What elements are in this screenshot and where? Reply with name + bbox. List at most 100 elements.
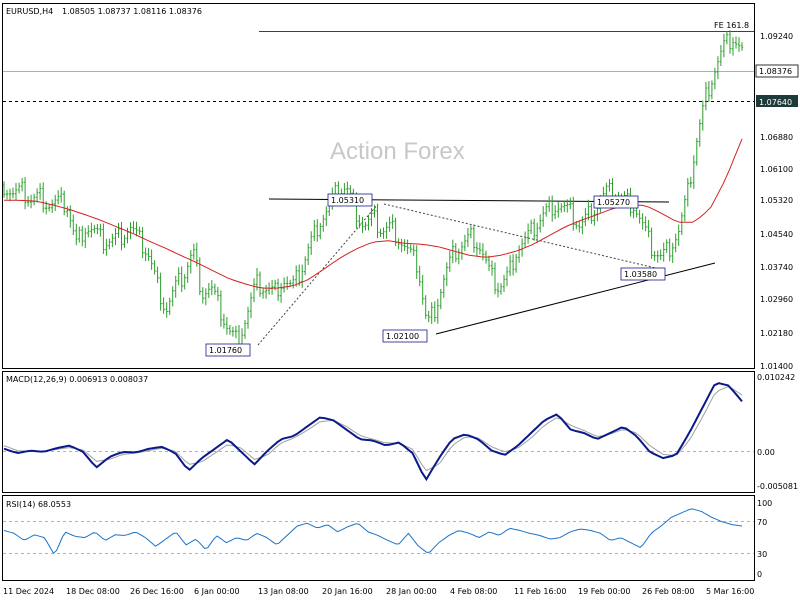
price-bar [96, 224, 99, 235]
support-trendline [435, 262, 716, 335]
price-bar [608, 179, 611, 192]
price-bar [490, 260, 494, 276]
price-bar [388, 216, 391, 232]
price-bar [689, 176, 692, 188]
price-bar [258, 271, 262, 297]
price-bar [593, 210, 596, 226]
price-bar [403, 239, 406, 251]
price-bar [740, 42, 744, 51]
current-price-value: 1.08376 [759, 67, 792, 76]
price-bar [542, 206, 545, 227]
price-bar [734, 36, 738, 49]
price-bar [322, 214, 325, 232]
rsi-tick: 100 [757, 499, 772, 508]
price-bar [325, 206, 328, 227]
price-bar [508, 255, 512, 277]
price-bar [295, 265, 298, 287]
price-bar [249, 292, 253, 319]
price-bar [29, 194, 33, 209]
price-bar [204, 288, 207, 306]
price-bar [304, 256, 307, 276]
price-bar [677, 224, 680, 246]
price-bar [454, 243, 457, 263]
price-bar [168, 297, 171, 315]
price-bar [716, 56, 720, 80]
price-bar [647, 219, 650, 238]
price-bar [701, 100, 704, 131]
price-bar [686, 178, 689, 207]
price-bar [243, 319, 247, 339]
price-tick: 1.05320 [760, 196, 793, 205]
price-bar [8, 188, 12, 202]
time-tick: 26 Feb 08:00 [642, 587, 694, 596]
price-bar [674, 233, 677, 253]
price-bar [445, 262, 448, 287]
price-bar [668, 238, 671, 262]
price-bar [545, 203, 548, 217]
price-bar [529, 219, 533, 235]
price-bar [32, 193, 36, 206]
dotted-rise-line [257, 203, 379, 346]
price-bar [20, 178, 24, 192]
time-tick: 4 Feb 08:00 [450, 587, 497, 596]
price-bar [584, 208, 587, 227]
price-bar [725, 31, 729, 45]
price-axis: 1.09240 1.06880 1.06100 1.05320 1.04540 … [760, 32, 793, 371]
price-bar [409, 244, 412, 253]
price-bar [692, 155, 695, 189]
price-bar [156, 266, 159, 284]
price-bar [710, 80, 714, 100]
price-bar [246, 306, 250, 329]
macd-line [3, 382, 743, 482]
price-bar [590, 203, 593, 224]
price-bar [252, 278, 256, 303]
price-bar [551, 195, 554, 222]
time-tick: 19 Feb 00:00 [578, 587, 630, 596]
price-bar [111, 233, 114, 248]
price-bar [14, 182, 18, 200]
price-bar [704, 81, 708, 111]
price-bar [469, 225, 473, 239]
price-bar [81, 225, 84, 247]
price-bar [90, 222, 93, 238]
price-bar [60, 187, 63, 203]
price-bar [638, 209, 641, 224]
price-tick: 1.02180 [760, 329, 793, 338]
price-bar [84, 227, 87, 249]
price-bar [5, 189, 9, 200]
macd-tick-bottom: -0.005081 [757, 482, 798, 491]
price-bar [505, 266, 509, 287]
price-bar [635, 207, 638, 218]
price-bar [35, 188, 39, 203]
annotation-high-2: 1.05270 [597, 198, 630, 207]
price-bar [177, 267, 180, 286]
price-bar [11, 187, 15, 199]
price-bar [713, 67, 717, 90]
price-panel [2, 3, 755, 369]
time-axis: 11 Dec 2024 18 Dec 08:00 26 Dec 16:00 6 … [3, 587, 754, 596]
macd-panel [2, 371, 755, 493]
price-bar [418, 265, 421, 287]
price-bar [69, 205, 72, 228]
price-bar [439, 288, 442, 310]
price-bar [183, 274, 186, 290]
price-bar [313, 220, 316, 241]
price-bar [87, 225, 90, 238]
time-tick: 13 Jan 08:00 [258, 587, 309, 596]
chart-symbol: EURUSD,H4 [6, 7, 53, 16]
rsi-tick: 70 [757, 518, 767, 527]
price-bar [421, 274, 424, 305]
price-bar [361, 216, 364, 233]
price-bar [451, 239, 454, 264]
price-bar [310, 231, 313, 255]
price-bar [17, 182, 21, 194]
price-bar [406, 239, 409, 255]
price-bar [587, 199, 590, 221]
price-bar [292, 275, 295, 289]
price-bar [533, 218, 536, 241]
price-bar [219, 290, 223, 327]
price-bar [108, 238, 111, 250]
price-tick: 1.01400 [760, 362, 793, 371]
price-bar [264, 284, 268, 299]
